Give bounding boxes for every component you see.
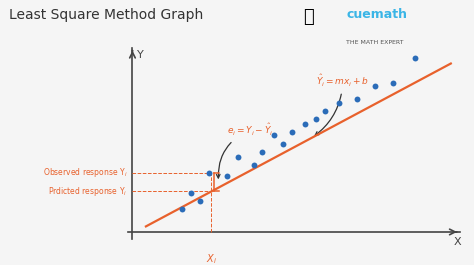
- Point: [196, 199, 203, 203]
- Point: [205, 171, 212, 175]
- Point: [371, 84, 378, 88]
- Text: Observed response Y$_i$: Observed response Y$_i$: [43, 166, 128, 179]
- Text: 🚀: 🚀: [303, 8, 314, 26]
- Text: cuemath: cuemath: [346, 8, 407, 21]
- Point: [187, 191, 194, 195]
- Text: $X_i$: $X_i$: [206, 252, 217, 265]
- Text: $e_i = Y_i - \hat{Y}_i$: $e_i = Y_i - \hat{Y}_i$: [217, 122, 273, 178]
- Point: [312, 117, 320, 121]
- Text: Y: Y: [137, 50, 144, 60]
- Point: [335, 100, 343, 105]
- Text: X: X: [453, 237, 461, 247]
- Point: [250, 163, 257, 167]
- Point: [411, 56, 419, 60]
- Point: [301, 122, 309, 126]
- Text: $\hat{Y}_i = mx_i + b$: $\hat{Y}_i = mx_i + b$: [315, 73, 369, 135]
- Text: THE MATH EXPERT: THE MATH EXPERT: [346, 40, 403, 45]
- Point: [223, 174, 230, 178]
- Point: [270, 133, 278, 138]
- Point: [178, 207, 186, 211]
- Point: [279, 142, 287, 146]
- Text: Least Square Method Graph: Least Square Method Graph: [9, 8, 204, 22]
- Point: [235, 154, 242, 159]
- Point: [288, 130, 296, 134]
- Point: [389, 81, 396, 85]
- Text: Prdicted response Y$_i$: Prdicted response Y$_i$: [48, 185, 128, 198]
- Point: [259, 149, 266, 154]
- Point: [321, 109, 329, 113]
- Point: [353, 97, 360, 101]
